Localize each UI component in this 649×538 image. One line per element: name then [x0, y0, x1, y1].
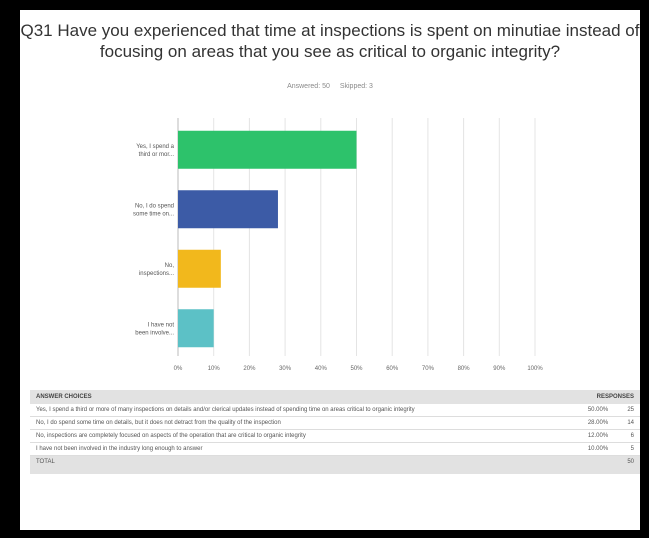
bar [178, 309, 214, 348]
table-row: I have not been involved in the industry… [30, 442, 640, 456]
response-percent: 12.00% [569, 429, 615, 443]
category-label: No, inspections... [139, 263, 174, 277]
answered-count: Answered: 50 [287, 83, 330, 90]
response-count: 5 [614, 442, 640, 456]
skipped-count: Skipped: 3 [339, 83, 373, 90]
responses-header: RESPONSES [569, 390, 640, 404]
question-title: Q31 Have you experienced that time at in… [20, 21, 640, 61]
x-tick-label: 80% [458, 366, 471, 372]
response-percent: 10.00% [569, 442, 615, 456]
answer-choices-header: ANSWER CHOICES [30, 390, 570, 404]
x-tick-label: 20% [243, 366, 256, 372]
answer-choice: No, I do spend some time on details, but… [30, 416, 570, 430]
x-tick-label: 30% [279, 366, 292, 372]
total-label: TOTAL [30, 455, 570, 474]
answer-choice: No, inspections are completely focused o… [30, 429, 570, 443]
total-count: 50 [614, 455, 640, 474]
x-tick-label: 40% [315, 366, 328, 372]
response-percent: 50.00% [569, 404, 615, 417]
table-row: No, I do spend some time on details, but… [30, 416, 640, 430]
x-tick-label: 70% [422, 366, 435, 372]
survey-card: Q31 Have you experienced that time at in… [20, 10, 640, 530]
bar [178, 249, 221, 288]
bar [178, 190, 278, 229]
table-header-row: ANSWER CHOICES RESPONSES [30, 390, 640, 404]
total-row: TOTAL 50 [30, 455, 640, 474]
x-tick-label: 90% [493, 366, 506, 372]
table-row: No, inspections are completely focused o… [30, 429, 640, 443]
answer-choice: I have not been involved in the industry… [30, 442, 570, 456]
x-tick-label: 10% [208, 366, 221, 372]
response-count: 6 [614, 429, 640, 443]
response-percent: 28.00% [569, 416, 615, 430]
bar [178, 130, 357, 169]
table-row: Yes, I spend a third or more of many ins… [30, 404, 640, 417]
category-label: I have not been involve... [135, 322, 174, 336]
response-count: 25 [614, 404, 640, 417]
response-summary: Answered: 50 Skipped: 3 [20, 83, 640, 90]
x-tick-label: 60% [386, 366, 399, 372]
bar-chart: 0% 10% 20% 30% 40% 50% 60% 70% 80% 90% 100% Yes, I … [133, 118, 543, 372]
answer-choice: Yes, I spend a third or more of many ins… [30, 404, 570, 417]
category-label: No, I do spend some time on... [133, 203, 174, 217]
response-count: 14 [614, 416, 640, 430]
category-label: Yes, I spend a third or mor... [136, 144, 174, 158]
answer-table: ANSWER CHOICES RESPONSES Yes, I spend a … [30, 390, 640, 474]
x-tick-label: 100% [527, 366, 543, 372]
x-tick-label: 50% [350, 366, 363, 372]
x-tick-label: 0% [174, 366, 183, 372]
